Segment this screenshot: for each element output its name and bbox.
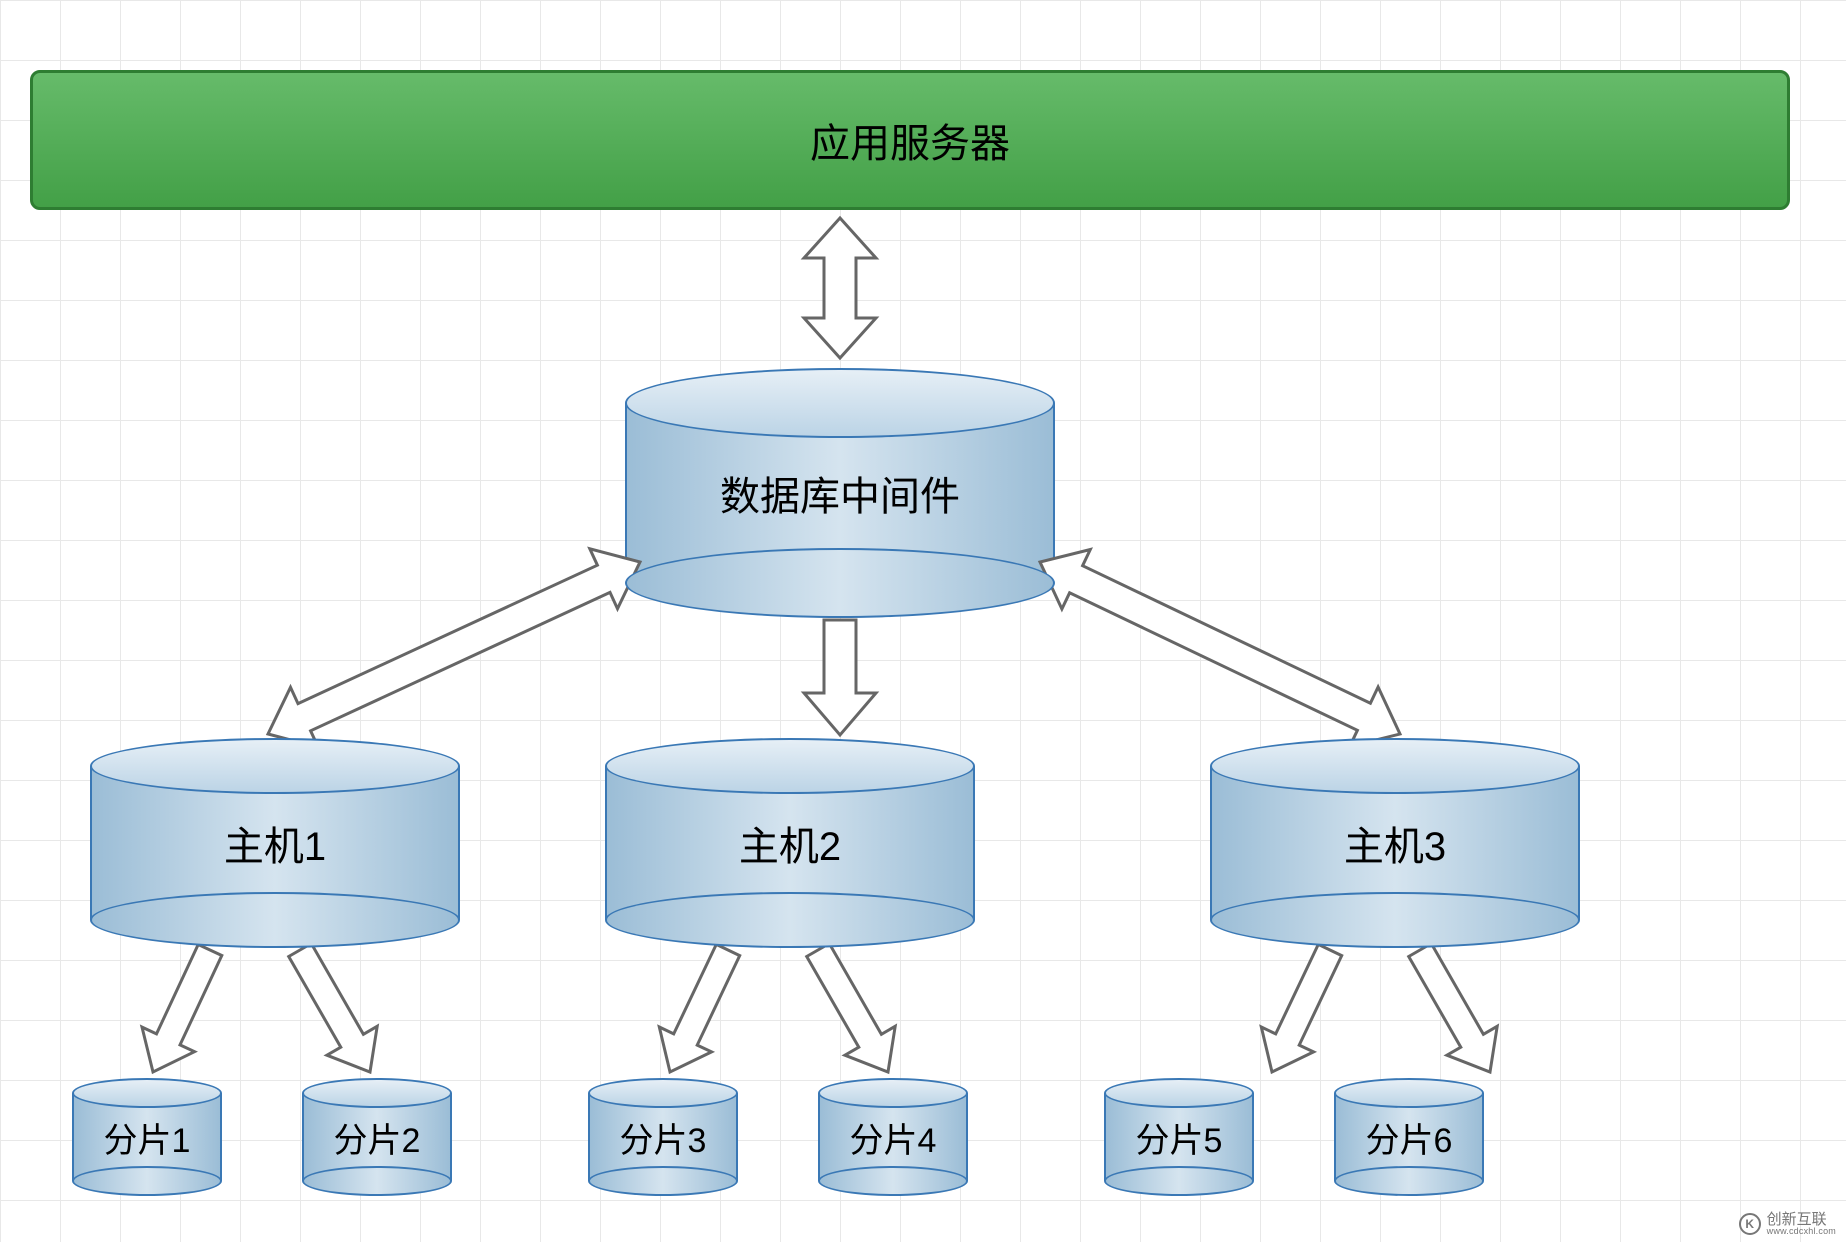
shard-node-2-label: 分片2 [334, 1113, 421, 1162]
app-server-node: 应用服务器 [30, 70, 1790, 210]
host-node-2-label: 主机2 [739, 814, 841, 872]
shard-node-6-label: 分片6 [1366, 1113, 1453, 1162]
host-node-3-label: 主机3 [1344, 814, 1446, 872]
shard-node-5-label: 分片5 [1136, 1113, 1223, 1162]
host-node-1: 主机1 [90, 738, 460, 948]
watermark: K 创新互联 www.cdcxhl.com [1739, 1212, 1836, 1236]
single-arrow [804, 620, 876, 735]
app-server-label: 应用服务器 [810, 111, 1010, 169]
watermark-subtext: www.cdcxhl.com [1767, 1227, 1836, 1236]
diagram-canvas: 应用服务器 数据库中间件主机1主机2主机3分片1分片2分片3分片4分片5分片6 … [0, 0, 1846, 1242]
shard-node-1-label: 分片1 [104, 1113, 191, 1162]
host-node-2: 主机2 [605, 738, 975, 948]
bidir-arrow [1040, 550, 1400, 747]
shard-node-6: 分片6 [1334, 1078, 1484, 1196]
shard-node-3: 分片3 [588, 1078, 738, 1196]
watermark-text: 创新互联 [1767, 1212, 1836, 1227]
host-node-3: 主机3 [1210, 738, 1580, 948]
watermark-logo-icon: K [1739, 1213, 1761, 1235]
shard-node-4-label: 分片4 [850, 1113, 937, 1162]
single-arrow [1409, 944, 1498, 1073]
bidir-arrow [804, 218, 876, 358]
middleware-node: 数据库中间件 [625, 368, 1055, 618]
bidir-arrow [268, 549, 640, 747]
single-arrow [807, 944, 896, 1073]
shard-node-4: 分片4 [818, 1078, 968, 1196]
shard-node-5: 分片5 [1104, 1078, 1254, 1196]
host-node-1-label: 主机1 [224, 814, 326, 872]
shard-node-3-label: 分片3 [620, 1113, 707, 1162]
single-arrow [659, 944, 739, 1072]
shard-node-2: 分片2 [302, 1078, 452, 1196]
single-arrow [1261, 944, 1341, 1072]
shard-node-1: 分片1 [72, 1078, 222, 1196]
single-arrow [289, 944, 378, 1073]
middleware-node-label: 数据库中间件 [720, 464, 960, 522]
single-arrow [142, 945, 222, 1073]
